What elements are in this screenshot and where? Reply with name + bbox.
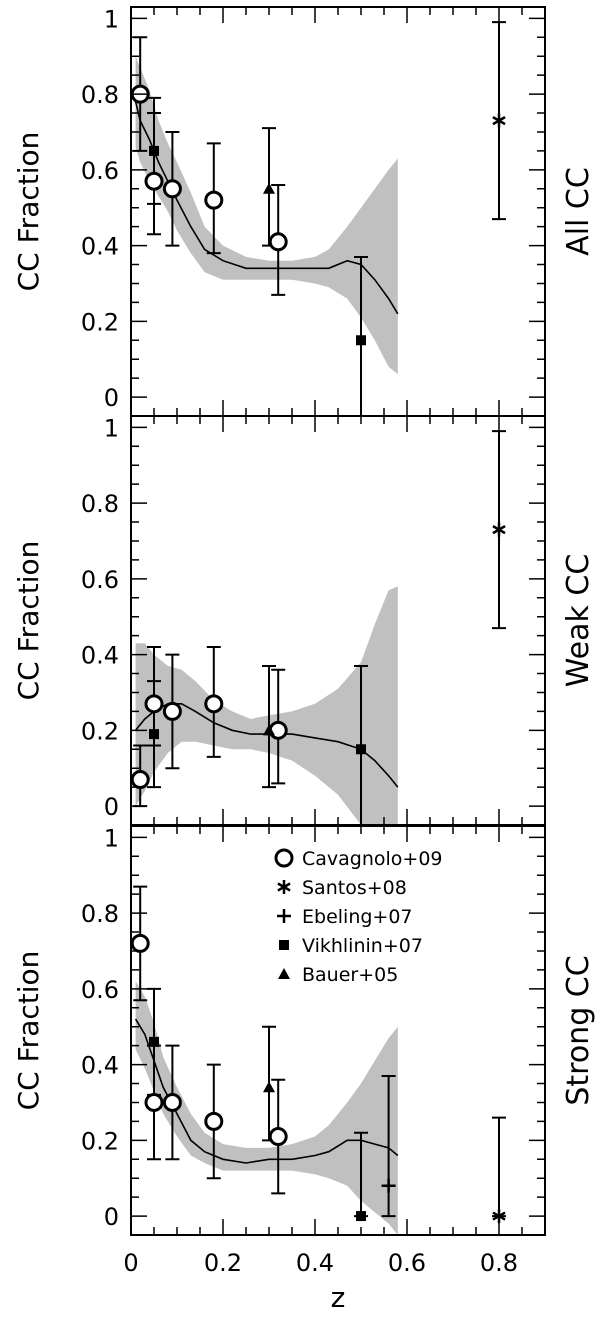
panel-2-square-point-1 (149, 729, 159, 740)
xtick-label: 0.8 (480, 1249, 518, 1277)
panel-1-side-label: All CC (561, 167, 596, 256)
xtick-label: 0.4 (296, 1249, 334, 1277)
panel-2-confidence-band (135, 586, 398, 825)
panel-1-circle-point-2 (144, 171, 164, 191)
x-axis-label: z (331, 1281, 346, 1314)
panel-1-square-point-1 (149, 145, 159, 156)
panel-2-square-point-2 (356, 744, 366, 755)
panel-1-star-point-1 (492, 113, 506, 128)
panel-1-ytick-label: 1 (104, 5, 119, 33)
xtick-label: 0.2 (204, 1249, 242, 1277)
panel-2-ylabel: CC Fraction (12, 541, 45, 701)
panel-2-circle-point-3 (162, 701, 182, 721)
panel-3-ylabel: CC Fraction (12, 951, 45, 1111)
panel-1-ylabel: CC Fraction (12, 132, 45, 292)
panel-2-ytick-label: 0.2 (81, 717, 119, 745)
panel-3-circle-point-1 (130, 933, 150, 953)
panel-1-confidence-band (135, 56, 398, 375)
panel-3-confidence-band (135, 981, 398, 1235)
legend: Cavagnolo+09 Santos+08 Ebeling+07 Vikhlinin… (274, 848, 443, 986)
panel-2-circle-point-4 (204, 694, 224, 714)
panel-3-circle-point-3 (162, 1092, 182, 1112)
panel-2-ytick-label: 0.4 (81, 642, 119, 670)
panel-2-circle-point-5 (268, 720, 288, 740)
panel-3-ytick-label: 0.8 (81, 900, 119, 928)
panel-1-circle-point-4 (204, 190, 224, 210)
legend-square-label: Vikhlinin+07 (302, 935, 423, 957)
panel-3-triangle-point-1 (263, 1081, 275, 1093)
legend-square-symbol (279, 940, 289, 950)
panel-2-star-point-1 (492, 522, 506, 537)
panel-2-triangle-point-1 (263, 724, 275, 736)
data-markers (130, 84, 506, 1224)
panel-3-square-point-2 (356, 1211, 366, 1222)
panel-2-circle-point-2 (144, 694, 164, 714)
confidence-bands (135, 56, 398, 1235)
panel-2-ytick-label: 0.6 (81, 566, 119, 594)
panel-3-star-point-1-errorbar (492, 1116, 506, 1218)
legend-triangle-symbol (278, 968, 290, 979)
panel-3-circle-point-4 (204, 1111, 224, 1131)
panel-2-ytick-label: 0 (104, 793, 119, 821)
legend-star-label: Santos+08 (302, 877, 407, 899)
panel-3-ytick-label: 1 (104, 824, 119, 852)
panel-1-ytick-label: 0 (104, 384, 119, 412)
panel-3-circle-point-5 (268, 1127, 288, 1147)
panel-2-ytick-label: 1 (104, 414, 119, 442)
panel-3-square-point-1 (149, 1036, 159, 1047)
legend-triangle-label: Bauer+05 (302, 964, 398, 986)
panel-1-square-point-2 (356, 335, 366, 346)
axis-text: 0 0.2 0.4 0.6 0.8 1 CC Fraction All CC 0 0.2 0.4 0.… (12, 5, 596, 1314)
panel-3-ytick-label: 0.4 (81, 1052, 119, 1080)
legend-plus-label: Ebeling+07 (302, 906, 413, 928)
axis-ticks (130, 7, 546, 1235)
panel-2-side-label: Weak CC (561, 554, 596, 688)
panel-1-circle-point-5 (268, 232, 288, 252)
legend-plus-symbol (277, 909, 291, 923)
xtick-label: 0.6 (388, 1249, 426, 1277)
panel-3-side-label: Strong CC (561, 955, 596, 1105)
panel-3-model-curve (134, 1018, 399, 1164)
panel-1-triangle-point-1 (263, 182, 275, 194)
panel-1-ytick-label: 0.4 (81, 233, 119, 261)
panel-3-ytick-label: 0.2 (81, 1127, 119, 1155)
panel-1-ytick-label: 0.6 (81, 157, 119, 185)
legend-circle-label: Cavagnolo+09 (302, 848, 443, 870)
panel-2-ytick-label: 0.8 (81, 490, 119, 518)
panel-3-ytick-label: 0.6 (81, 976, 119, 1004)
legend-star-symbol (277, 880, 291, 894)
panel-1-ytick-label: 0.2 (81, 308, 119, 336)
panel-3-circle-point-2 (144, 1092, 164, 1112)
panel-1-ytick-label: 0.8 (81, 81, 119, 109)
legend-circle-symbol (274, 848, 294, 868)
panel-3-plus-point-1 (381, 1178, 396, 1193)
panel-frames (130, 6, 546, 1236)
error-bars (133, 21, 506, 1218)
panel-1-circle-point-3 (162, 179, 182, 199)
panel-3-ytick-label: 0 (104, 1203, 119, 1231)
xtick-label: 0 (123, 1249, 138, 1277)
panel-2-circle-point-1 (130, 770, 150, 790)
